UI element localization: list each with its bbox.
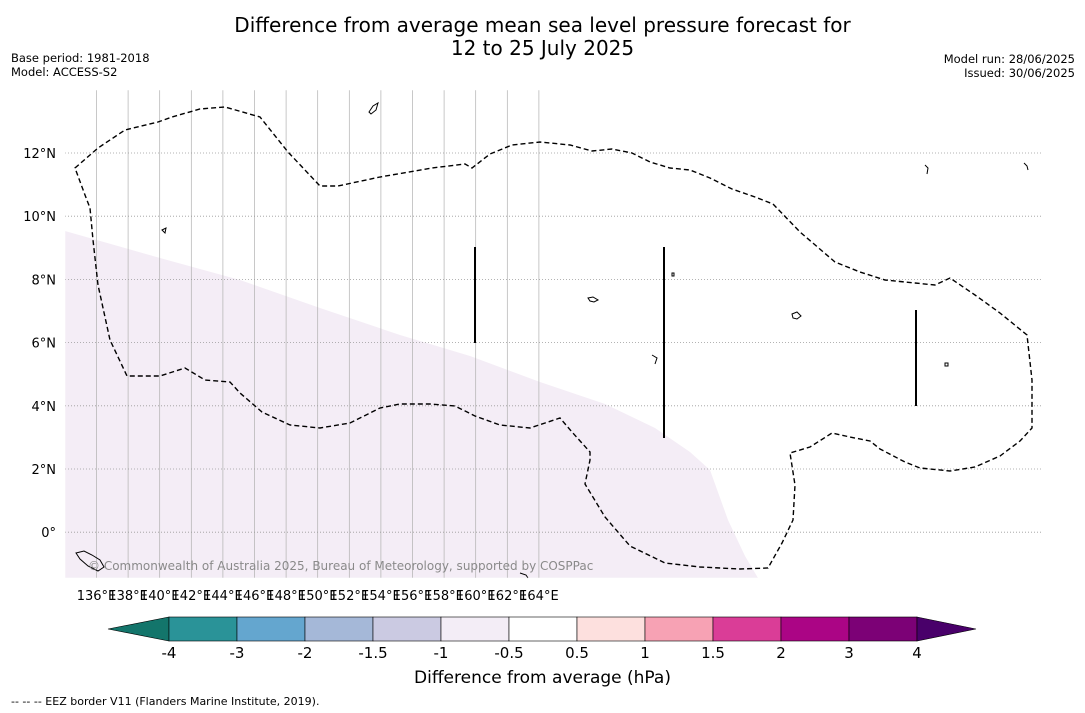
colorbar-max-arrow bbox=[916, 616, 977, 642]
latitude-labels: 12°N 10°N 8°N 6°N 4°N 2°N 0° bbox=[23, 147, 56, 541]
title-line-2: 12 to 25 July 2025 bbox=[450, 36, 635, 60]
model-name-text: Model: ACCESS-S2 bbox=[11, 65, 118, 79]
lon-tick-label: 156°E bbox=[393, 589, 433, 604]
colorbar-swatch bbox=[576, 616, 646, 642]
colorbar-swatch bbox=[848, 616, 918, 642]
islands bbox=[75, 101, 1029, 579]
colorbar-swatch bbox=[780, 616, 850, 642]
lon-tick-label: 146°E bbox=[235, 589, 275, 604]
colorbar-swatch bbox=[644, 616, 714, 642]
colorbar-swatch bbox=[440, 616, 510, 642]
colorbar-tick: -2 bbox=[298, 644, 313, 662]
lon-tick-label: 144°E bbox=[203, 589, 243, 604]
lon-tick-label: 158°E bbox=[424, 589, 464, 604]
lon-tick-label: 148°E bbox=[266, 589, 306, 604]
lon-tick-label: 150°E bbox=[298, 589, 338, 604]
lon-tick-label: 162°E bbox=[488, 589, 528, 604]
lat-tick-label: 2°N bbox=[32, 463, 57, 478]
colorbar-swatch bbox=[168, 616, 238, 642]
lat-tick-label: 6°N bbox=[32, 337, 57, 352]
base-period-text: Base period: 1981-2018 bbox=[11, 51, 150, 65]
map-title: Difference from average mean sea level p… bbox=[0, 14, 1085, 60]
lat-tick-label: 4°N bbox=[32, 400, 57, 415]
model-info: Base period: 1981-2018 Model: ACCESS-S2 bbox=[11, 51, 150, 79]
colorbar-tick: -4 bbox=[162, 644, 177, 662]
colorbar-tick: 0.5 bbox=[565, 644, 589, 662]
lat-tick-label: 10°N bbox=[23, 210, 56, 225]
colorbar-swatch bbox=[508, 616, 578, 642]
colorbar-tick: -3 bbox=[230, 644, 245, 662]
lon-tick-label: 152°E bbox=[330, 589, 370, 604]
copyright-text: © Commonwealth of Australia 2025, Bureau… bbox=[88, 559, 593, 573]
lat-tick-label: 8°N bbox=[32, 273, 57, 288]
colorbar-tick-labels: -4 -3 -2 -1.5 -1 -0.5 0.5 1 1.5 2 3 4 bbox=[162, 644, 922, 662]
colorbar-tick: 3 bbox=[844, 644, 854, 662]
colorbar-swatch bbox=[712, 616, 782, 642]
colorbar-tick: 1 bbox=[640, 644, 650, 662]
colorbar-tick: 1.5 bbox=[701, 644, 725, 662]
issued-text: Issued: 30/06/2025 bbox=[964, 66, 1075, 80]
colorbar-swatch bbox=[304, 616, 374, 642]
map-frame bbox=[64, 89, 1043, 579]
lon-tick-label: 136°E bbox=[77, 589, 117, 604]
colorbar bbox=[107, 616, 977, 642]
colorbar-tick: -0.5 bbox=[494, 644, 523, 662]
vertical-markers bbox=[474, 247, 917, 438]
lon-tick-label: 142°E bbox=[172, 589, 212, 604]
colorbar-tick: -1 bbox=[434, 644, 449, 662]
eez-border bbox=[74, 106, 1033, 570]
lon-tick-label: 164°E bbox=[519, 589, 559, 604]
lon-tick-label: 160°E bbox=[456, 589, 496, 604]
colorbar-tick: 4 bbox=[912, 644, 922, 662]
colorbar-label: Difference from average (hPa) bbox=[414, 668, 671, 688]
model-run-text: Model run: 28/06/2025 bbox=[943, 52, 1075, 66]
lon-tick-label: 140°E bbox=[140, 589, 180, 604]
colorbar-swatch bbox=[236, 616, 306, 642]
colorbar-swatch bbox=[372, 616, 442, 642]
lat-tick-label: 12°N bbox=[23, 147, 56, 162]
longitude-labels: 136°E138°E140°E142°E144°E146°E148°E150°E… bbox=[77, 589, 559, 604]
gridlines bbox=[65, 90, 1042, 578]
run-info: Model run: 28/06/2025 Issued: 30/06/2025 bbox=[944, 52, 1075, 80]
colorbar-tick: 2 bbox=[776, 644, 786, 662]
lat-tick-label: 0° bbox=[41, 526, 56, 541]
lon-tick-label: 138°E bbox=[108, 589, 148, 604]
colorbar-min-arrow bbox=[107, 616, 170, 642]
lon-tick-label: 154°E bbox=[361, 589, 401, 604]
title-line-1: Difference from average mean sea level p… bbox=[234, 13, 851, 37]
colorbar-tick: -1.5 bbox=[358, 644, 387, 662]
eez-legend-note: -- -- -- EEZ border V11 (Flanders Marine… bbox=[11, 695, 320, 708]
